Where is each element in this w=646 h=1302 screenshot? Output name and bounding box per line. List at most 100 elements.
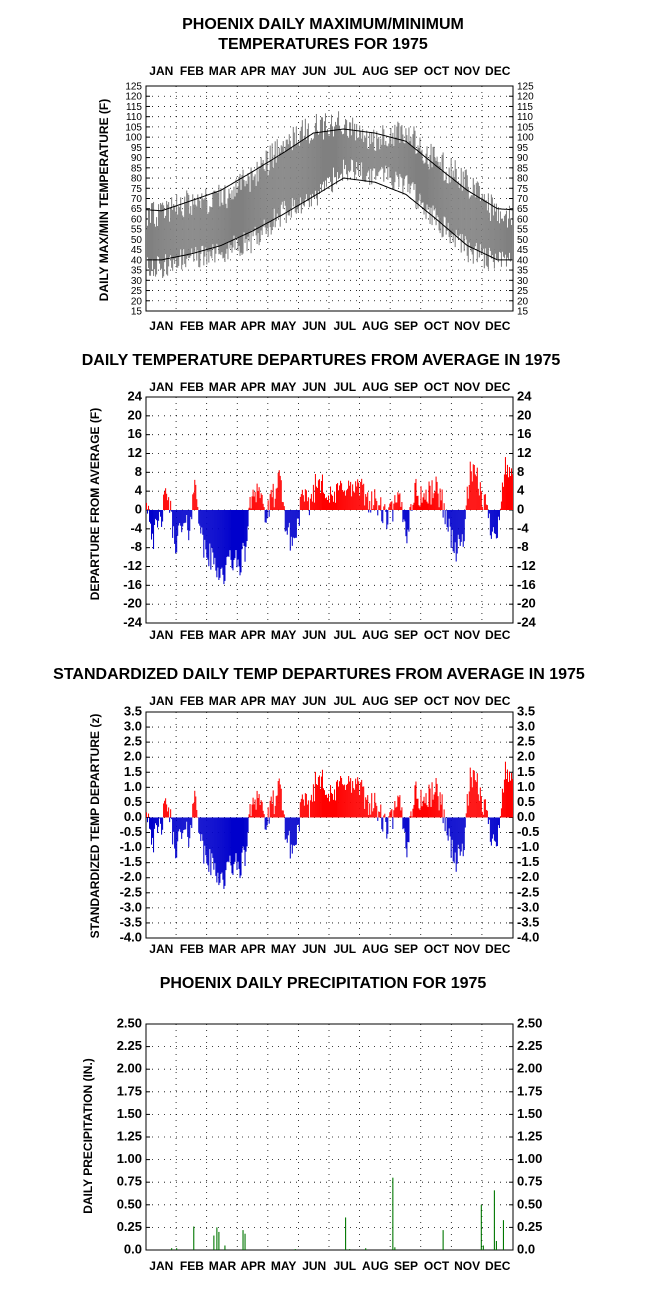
chart4-ytick-label-left: 0.75 [117, 1174, 142, 1189]
chart2-month-label-bottom: JUN [302, 628, 326, 642]
chart1-month-label-bottom: AUG [362, 319, 389, 333]
chart1-ytick-label-right: 80 [517, 174, 529, 185]
chart4-month-label-bottom: AUG [362, 1259, 389, 1273]
chart3-month-label-top: APR [240, 694, 266, 708]
chart3-month-label-bottom: FEB [180, 942, 204, 956]
chart1-month-label-top: JAN [149, 64, 173, 78]
chart4-ytick-label-left: 1.25 [117, 1129, 142, 1144]
chart1-month-label-top: MAR [209, 64, 237, 78]
chart3-ytick-label-left: 1.5 [124, 764, 142, 779]
chart1-month-label-top: FEB [180, 64, 204, 78]
chart2-month-label-bottom: APR [240, 628, 266, 642]
chart2-ytick-label-right: -4 [517, 520, 529, 535]
chart2-ytick-label-left: -24 [123, 615, 143, 630]
chart1-month-label-bottom: JUL [333, 319, 356, 333]
chart4-ytick-label-left: 2.50 [117, 1016, 142, 1031]
chart4-month-label-bottom: FEB [180, 1259, 204, 1273]
chart2-month-label-bottom: JUL [333, 628, 356, 642]
chart1-ytick-label-left: 115 [126, 102, 142, 113]
chart2-title: DAILY TEMPERATURE DEPARTURES FROM AVERAG… [82, 352, 561, 369]
chart4-ytick-label-right: 0.25 [517, 1219, 542, 1234]
chart1-ytick-label-left: 40 [131, 255, 143, 266]
chart4-panel: 0.0 0.0 0.25 0.25 0.50 0.50 0.75 0.75 1.00 1.00 1.… [117, 1016, 543, 1274]
normal-min-line [146, 177, 513, 261]
chart1-ytick-label-right: 120 [517, 92, 534, 103]
chart3-ytick-label-left: 2.5 [124, 734, 142, 749]
chart3-ytick-label-left: -0.5 [120, 824, 142, 839]
chart2-month-label-top: NOV [454, 380, 480, 394]
chart2-ytick-label-left: 0 [135, 502, 142, 517]
chart4-plot-frame [145, 1023, 514, 1251]
chart1-ytick-label-right: 125 [517, 82, 534, 93]
chart2-month-label-top: JAN [149, 380, 173, 394]
chart2-ytick-label-right: 8 [517, 464, 524, 479]
chart3-ytick-label-left: -2.0 [120, 869, 142, 884]
chart4-ytick-label-right: 0.75 [517, 1174, 542, 1189]
chart1-ytick-label-right: 15 [517, 307, 529, 318]
chart3-ytick-label-right: 0.0 [517, 809, 535, 824]
chart3-month-label-bottom: SEP [394, 942, 418, 956]
chart4-month-label-bottom: JUN [302, 1259, 326, 1273]
chart2-month-label-bottom: MAY [271, 628, 297, 642]
chart4-ylabel: DAILY PRECIPITATION (IN.) [81, 1058, 95, 1214]
chart1-month-label-top: DEC [485, 64, 511, 78]
chart2-ytick-label-right: -12 [517, 558, 536, 573]
chart1-month-label-top: NOV [454, 64, 480, 78]
chart1-ytick-label-right: 45 [517, 245, 529, 256]
chart4-month-label-bottom: DEC [485, 1259, 511, 1273]
chart1-ytick-label-left: 30 [131, 276, 143, 287]
chart2-ytick-label-right: -20 [517, 596, 536, 611]
chart1-month-label-bottom: FEB [180, 319, 204, 333]
chart3-ytick-label-right: 2.5 [517, 734, 535, 749]
chart1-month-label-bottom: DEC [485, 319, 511, 333]
chart4-ytick-label-right: 1.00 [517, 1151, 542, 1166]
chart3-ytick-label-left: -1.5 [120, 854, 142, 869]
chart1-month-label-bottom: SEP [394, 319, 418, 333]
chart3-ytick-label-left: -4.0 [120, 930, 142, 945]
chart3-ytick-label-left: 3.0 [124, 719, 142, 734]
chart1-ytick-label-left: 65 [131, 204, 143, 215]
chart4-ytick-label-left: 2.25 [117, 1038, 142, 1053]
chart2-month-label-top: MAR [209, 380, 237, 394]
chart3-ytick-label-left: 3.5 [124, 704, 142, 719]
chart1-ytick-label-right: 85 [517, 163, 529, 174]
chart1-ytick-label-right: 30 [517, 276, 529, 287]
chart3-month-label-top: MAR [209, 694, 237, 708]
chart4-month-label-bottom: MAY [271, 1259, 297, 1273]
chart2-month-label-bottom: FEB [180, 628, 204, 642]
chart1-ytick-label-right: 60 [517, 214, 529, 225]
chart3-month-label-top: NOV [454, 694, 480, 708]
chart2-ytick-label-left: 8 [135, 464, 142, 479]
chart4-ytick-label-left: 1.50 [117, 1106, 142, 1121]
chart4-month-label-bottom: JAN [149, 1259, 173, 1273]
chart1-month-label-top: JUN [302, 64, 326, 78]
chart1-ytick-label-left: 25 [131, 286, 143, 297]
chart1-ytick-label-right: 75 [517, 184, 529, 195]
chart4-ytick-label-left: 0.25 [117, 1219, 142, 1234]
chart1-ytick-label-left: 55 [131, 225, 143, 236]
chart1-ytick-label-right: 90 [517, 153, 529, 164]
chart1-ytick-label-left: 100 [125, 133, 142, 144]
chart1-month-label-bottom: APR [240, 319, 266, 333]
chart1-ytick-label-left: 35 [131, 266, 143, 277]
chart3-ytick-label-right: -0.5 [517, 824, 539, 839]
chart3-ytick-label-left: 0.5 [124, 794, 142, 809]
chart4-ytick-label-left: 1.00 [117, 1151, 142, 1166]
chart2-month-label-top: APR [240, 380, 266, 394]
chart1-title-line1: PHOENIX DAILY MAXIMUM/MINIMUM [182, 16, 464, 33]
chart3-ytick-label-right: 2.0 [517, 749, 535, 764]
chart1-month-label-bottom: MAY [271, 319, 297, 333]
chart3-ytick-label-right: 1.5 [517, 764, 535, 779]
chart1-ytick-label-right: 50 [517, 235, 529, 246]
chart3-panel: -4.0 -4.0-3.5 -3.5-3.0 -3.0-2.5 -2.5-2.0 -2.0… [120, 694, 540, 956]
chart4-ytick-label-right: 1.25 [517, 1129, 542, 1144]
chart1-ytick-label-left: 15 [131, 307, 143, 318]
chart4-ytick-label-left: 2.00 [117, 1061, 142, 1076]
chart2-ytick-label-left: -12 [123, 558, 142, 573]
chart4-ytick-label-right: 0.50 [517, 1196, 542, 1211]
chart1-title-line2: TEMPERATURES FOR 1975 [218, 36, 428, 53]
chart1-ytick-label-right: 40 [517, 255, 529, 266]
chart2-ytick-label-right: 20 [517, 407, 531, 422]
chart2-ytick-label-right: 4 [517, 483, 525, 498]
chart4-ytick-label-right: 1.50 [517, 1106, 542, 1121]
